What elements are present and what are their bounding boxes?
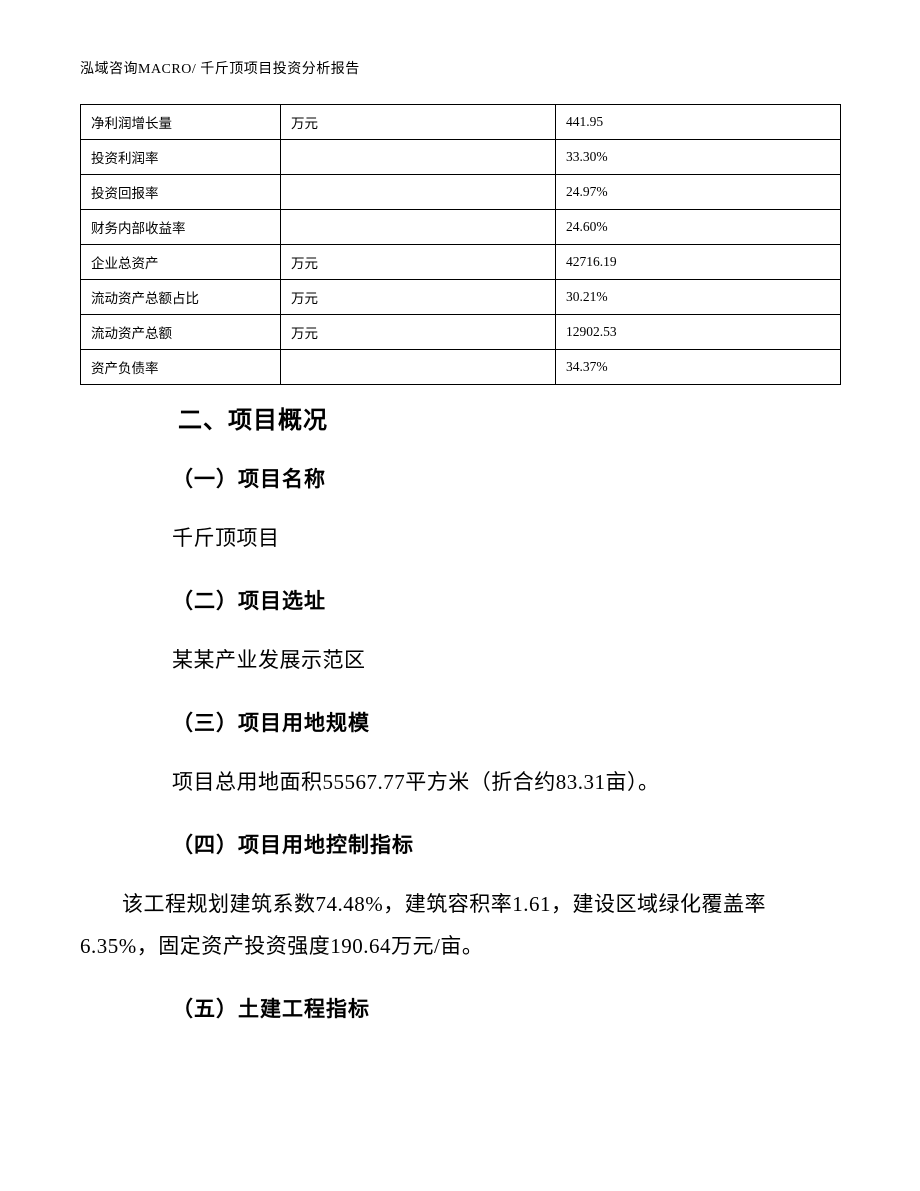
table-row: 投资利润率 33.30% [81,140,841,175]
subsection-heading: （五）土建工程指标 [130,993,810,1023]
table-row: 净利润增长量 万元 441.95 [81,105,841,140]
row-unit: 万元 [281,280,556,315]
table-row: 财务内部收益率 24.60% [81,210,841,245]
row-value: 42716.19 [556,245,841,280]
header-text: 泓域咨询MACRO/ 千斤顶项目投资分析报告 [80,62,360,77]
row-unit [281,175,556,210]
body-paragraph-text: 该工程规划建筑系数74.48%，建筑容积率1.61，建设区域绿化覆盖率6.35%… [80,892,766,958]
row-unit [281,350,556,385]
row-value: 12902.53 [556,315,841,350]
row-label: 流动资产总额 [81,315,281,350]
row-value: 24.97% [556,175,841,210]
row-value: 33.30% [556,140,841,175]
row-unit [281,210,556,245]
table-row: 流动资产总额占比 万元 30.21% [81,280,841,315]
row-label: 净利润增长量 [81,105,281,140]
subsection-heading: （四）项目用地控制指标 [130,829,810,859]
subsection-heading: （三）项目用地规模 [130,707,810,737]
row-label: 财务内部收益率 [81,210,281,245]
financial-table: 净利润增长量 万元 441.95 投资利润率 33.30% 投资回报率 24.9… [80,104,840,385]
table-row: 投资回报率 24.97% [81,175,841,210]
data-table: 净利润增长量 万元 441.95 投资利润率 33.30% 投资回报率 24.9… [80,104,841,385]
row-label: 投资回报率 [81,175,281,210]
row-unit: 万元 [281,315,556,350]
row-label: 资产负债率 [81,350,281,385]
row-value: 441.95 [556,105,841,140]
table-row: 企业总资产 万元 42716.19 [81,245,841,280]
row-unit: 万元 [281,105,556,140]
subsection-heading: （二）项目选址 [130,585,810,615]
row-value: 30.21% [556,280,841,315]
row-value: 24.60% [556,210,841,245]
row-label: 投资利润率 [81,140,281,175]
table-row: 流动资产总额 万元 12902.53 [81,315,841,350]
page-header: 泓域咨询MACRO/ 千斤顶项目投资分析报告 [80,58,360,78]
row-unit: 万元 [281,245,556,280]
section-title: 二、项目概况 [130,400,810,435]
table-row: 资产负债率 34.37% [81,350,841,385]
row-label: 企业总资产 [81,245,281,280]
body-paragraph: 某某产业发展示范区 [130,639,810,681]
row-unit [281,140,556,175]
body-paragraph: 千斤顶项目 [130,517,810,559]
row-value: 34.37% [556,350,841,385]
document-body: 二、项目概况 （一）项目名称 千斤顶项目 （二）项目选址 某某产业发展示范区 （… [130,400,810,1047]
row-label: 流动资产总额占比 [81,280,281,315]
subsection-heading: （一）项目名称 [130,463,810,493]
body-paragraph: 项目总用地面积55567.77平方米（折合约83.31亩）。 [130,761,810,803]
body-paragraph: 该工程规划建筑系数74.48%，建筑容积率1.61，建设区域绿化覆盖率6.35%… [80,883,820,967]
